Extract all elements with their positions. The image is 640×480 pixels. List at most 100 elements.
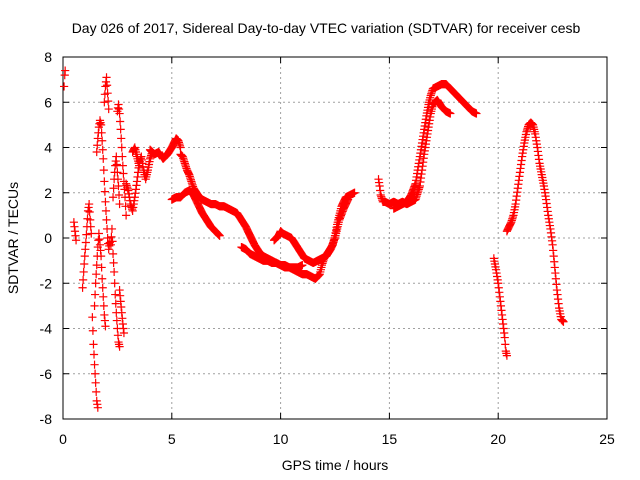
data-point — [108, 237, 117, 246]
data-point — [97, 128, 106, 137]
x-axis-label: GPS time / hours — [282, 457, 389, 473]
data-point — [116, 125, 125, 134]
x-tick-label: 0 — [59, 431, 67, 447]
data-point — [91, 378, 100, 387]
data-point — [119, 328, 129, 338]
data-point — [118, 152, 127, 161]
data-point — [108, 249, 118, 258]
data-point — [102, 73, 111, 82]
data-point — [108, 193, 118, 202]
data-point — [117, 143, 126, 152]
y-axis-label: SDTVAR / TECUs — [5, 182, 21, 294]
x-tick-label: 20 — [490, 431, 506, 447]
data-point — [104, 97, 113, 106]
data-point — [107, 232, 116, 241]
data-point — [298, 261, 307, 270]
data-point — [82, 230, 91, 239]
data-point — [90, 301, 99, 310]
data-point — [98, 283, 107, 292]
data-point — [113, 168, 122, 177]
data-point — [92, 261, 101, 270]
data-point — [115, 342, 124, 351]
x-tick-label: 10 — [273, 431, 289, 447]
data-point — [86, 215, 95, 224]
data-point — [61, 66, 70, 75]
data-point — [502, 351, 512, 360]
data-point — [103, 89, 112, 98]
data-point — [501, 340, 510, 349]
data-point — [113, 331, 123, 340]
data-point — [78, 283, 87, 292]
y-tick-label: 6 — [44, 94, 52, 110]
data-point — [117, 134, 126, 143]
data-point — [92, 270, 101, 279]
data-point — [99, 166, 108, 175]
y-tick-label: -2 — [40, 275, 53, 291]
data-point — [96, 252, 106, 261]
data-point — [110, 267, 119, 277]
data-point — [99, 292, 108, 301]
data-point — [99, 154, 108, 163]
data-point — [90, 360, 99, 369]
data-point — [111, 290, 120, 299]
data-point — [500, 333, 509, 342]
y-tick-label: -6 — [40, 366, 53, 382]
data-point — [109, 184, 118, 193]
data-point — [107, 224, 117, 234]
x-tick-label: 15 — [382, 431, 398, 447]
data-point — [114, 190, 124, 200]
y-tick-label: 4 — [44, 140, 52, 156]
data-point — [81, 238, 90, 247]
data-point — [91, 279, 100, 288]
y-tick-label: 0 — [44, 230, 52, 246]
data-point — [100, 98, 109, 107]
data-point — [90, 290, 100, 299]
data-point — [104, 104, 113, 114]
chart-title: Day 026 of 2017, Sidereal Day-to-day VTE… — [72, 20, 581, 36]
data-point — [109, 258, 118, 267]
data-point — [81, 245, 90, 254]
data-point — [85, 207, 94, 217]
data-point — [215, 231, 224, 240]
data-point — [89, 350, 99, 359]
data-point — [115, 199, 124, 209]
data-point — [98, 145, 107, 154]
data-point — [119, 169, 128, 178]
data-point — [92, 147, 101, 157]
y-tick-label: 2 — [44, 185, 52, 201]
data-point — [79, 275, 88, 284]
data-point — [101, 197, 110, 206]
y-tick-label: -8 — [40, 411, 53, 427]
data-point — [115, 109, 124, 118]
data-point — [87, 229, 96, 238]
data-point — [98, 136, 107, 145]
data-point — [446, 109, 455, 118]
data-point — [102, 81, 112, 90]
data-point — [110, 279, 119, 288]
data-point — [59, 82, 69, 91]
y-tick-label: -4 — [40, 321, 53, 337]
data-point — [92, 387, 101, 396]
data-point — [113, 175, 123, 184]
data-point — [93, 403, 102, 412]
data-point — [472, 109, 481, 118]
data-point — [89, 340, 98, 349]
data-point — [85, 199, 94, 209]
data-point — [86, 222, 95, 231]
data-point — [106, 240, 115, 249]
data-point — [101, 322, 110, 331]
data-point — [100, 177, 109, 186]
data-point — [118, 161, 127, 170]
data-point — [80, 259, 89, 269]
data-point — [122, 211, 131, 220]
data-point — [79, 267, 88, 277]
data-point — [111, 299, 120, 308]
y-tick-label: 8 — [44, 49, 52, 65]
data-point — [559, 317, 568, 326]
data-point — [96, 120, 106, 129]
data-point — [88, 326, 98, 335]
data-point — [343, 195, 353, 204]
data-point — [99, 301, 108, 310]
data-point — [176, 143, 185, 152]
